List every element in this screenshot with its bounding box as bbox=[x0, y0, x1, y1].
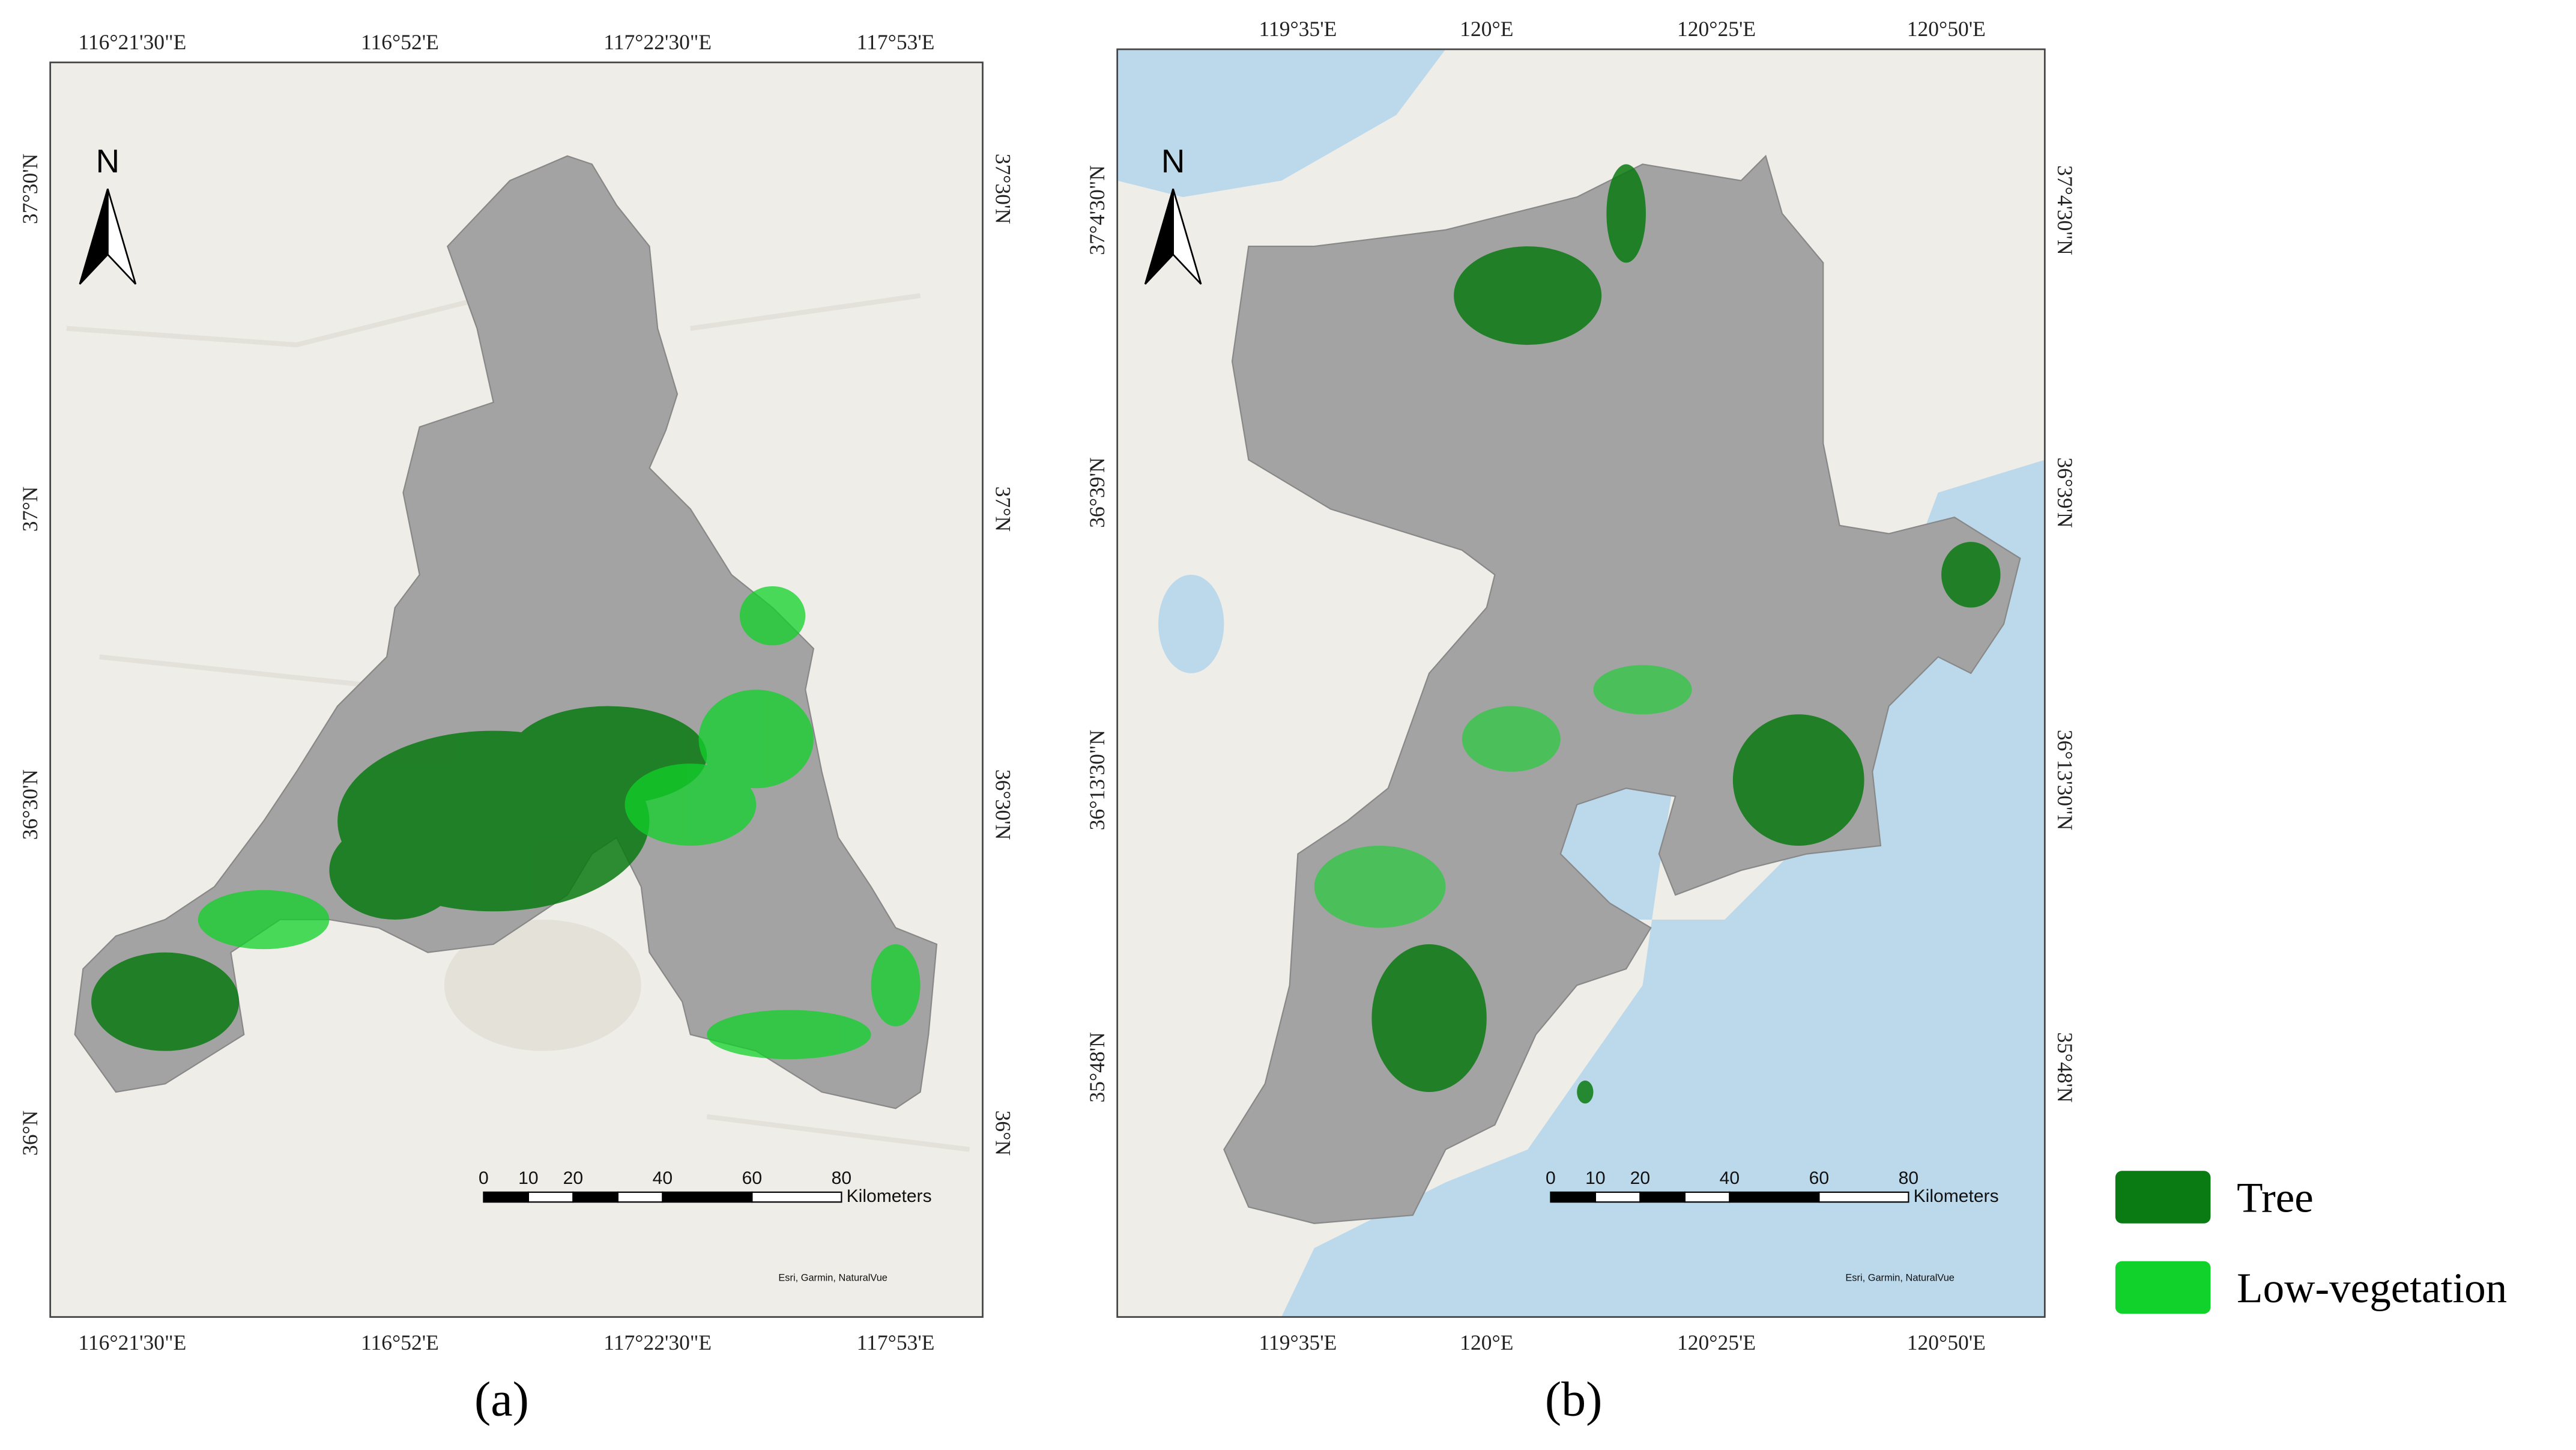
lon-label: 120°E bbox=[1460, 1330, 1513, 1354]
legend-swatch bbox=[2115, 1171, 2211, 1224]
lat-label: 36°39'N bbox=[2053, 457, 2077, 527]
scale-segment bbox=[572, 1191, 618, 1203]
lon-label: 120°25'E bbox=[1677, 17, 1756, 41]
lon-label: 117°22'30"E bbox=[603, 1330, 712, 1354]
scale-unit: Kilometers bbox=[1914, 1186, 1999, 1206]
lat-label: 36°39'N bbox=[1085, 457, 1109, 527]
scale-label: 60 bbox=[742, 1168, 762, 1188]
lon-label: 117°53'E bbox=[857, 1330, 935, 1354]
legend-swatch bbox=[2115, 1261, 2211, 1314]
frame bbox=[1116, 48, 2046, 1318]
lat-label: 37°4'30"N bbox=[2053, 165, 2077, 255]
north-label: N bbox=[96, 143, 119, 180]
scale-label: 40 bbox=[653, 1168, 673, 1188]
lon-label: 116°21'30"E bbox=[78, 1330, 186, 1354]
frame bbox=[49, 61, 984, 1318]
lat-label: 36°13'30"N bbox=[1085, 730, 1109, 830]
scale-segment bbox=[1684, 1191, 1731, 1203]
north-arrow bbox=[1144, 189, 1174, 285]
lat-label: 35°48'N bbox=[1085, 1032, 1109, 1102]
caption: (b) bbox=[1545, 1372, 1603, 1427]
north-label: N bbox=[1161, 143, 1185, 180]
lat-label: 37°30'N bbox=[991, 154, 1015, 224]
scale-label: 10 bbox=[518, 1168, 538, 1188]
attribution: Esri, Garmin, NaturalVue bbox=[778, 1272, 887, 1283]
lat-label: 37°N bbox=[18, 487, 42, 532]
lon-label: 117°53'E bbox=[857, 30, 935, 54]
scale-segment bbox=[527, 1191, 574, 1203]
annotations: 116°21'30"E 116°21'30"E 116°52'E 116°52'E 11… bbox=[18, 17, 2507, 1426]
map-a bbox=[50, 62, 983, 1317]
caption: (a) bbox=[474, 1372, 529, 1427]
scale-segment bbox=[1818, 1191, 1909, 1203]
scale-label: 60 bbox=[1809, 1168, 1829, 1188]
lon-label: 117°22'30"E bbox=[603, 30, 712, 54]
scale-label: 20 bbox=[1630, 1168, 1650, 1188]
scale-label: 40 bbox=[1720, 1168, 1740, 1188]
scale-segment bbox=[617, 1191, 664, 1203]
scale-segment bbox=[1729, 1191, 1820, 1203]
scale-segment bbox=[1550, 1191, 1597, 1203]
lon-label: 116°52'E bbox=[361, 1330, 439, 1354]
map-b bbox=[1117, 49, 2045, 1317]
scale-segment bbox=[1594, 1191, 1641, 1203]
lat-label: 36°30'N bbox=[18, 769, 42, 840]
north-arrow bbox=[79, 189, 109, 285]
lat-label: 35°48'N bbox=[2053, 1032, 2077, 1102]
lat-label: 37°30'N bbox=[18, 154, 42, 224]
lat-label: 36°N bbox=[991, 1111, 1015, 1156]
lon-label: 120°50'E bbox=[1907, 17, 1986, 41]
scale-segment bbox=[662, 1191, 753, 1203]
scale-label: 20 bbox=[563, 1168, 583, 1188]
scale-unit: Kilometers bbox=[847, 1186, 932, 1206]
lat-label: 37°N bbox=[991, 487, 1015, 532]
lon-label: 119°35'E bbox=[1259, 17, 1337, 41]
scale-label: 0 bbox=[479, 1168, 489, 1188]
lon-label: 116°52'E bbox=[361, 30, 439, 54]
scale-label: 0 bbox=[1546, 1168, 1556, 1188]
scale-segment bbox=[483, 1191, 529, 1203]
scale-label: 80 bbox=[832, 1168, 851, 1188]
lat-label: 36°30'N bbox=[991, 769, 1015, 840]
lon-label: 120°E bbox=[1460, 17, 1513, 41]
attribution: Esri, Garmin, NaturalVue bbox=[1845, 1272, 1955, 1283]
scale-segment bbox=[751, 1191, 842, 1203]
legend-label: Tree bbox=[2237, 1175, 2314, 1222]
lon-label: 120°50'E bbox=[1907, 1330, 1986, 1354]
scale-label: 10 bbox=[1585, 1168, 1605, 1188]
scale-label: 80 bbox=[1899, 1168, 1918, 1188]
lon-label: 119°35'E bbox=[1259, 1330, 1337, 1354]
lon-label: 120°25'E bbox=[1677, 1330, 1756, 1354]
scale-segment bbox=[1639, 1191, 1686, 1203]
lat-label: 36°N bbox=[18, 1111, 42, 1156]
lon-label: 116°21'30"E bbox=[78, 30, 186, 54]
lat-label: 36°13'30"N bbox=[2053, 730, 2077, 830]
lat-label: 37°4'30"N bbox=[1085, 165, 1109, 255]
legend-label: Low-vegetation bbox=[2237, 1265, 2507, 1312]
